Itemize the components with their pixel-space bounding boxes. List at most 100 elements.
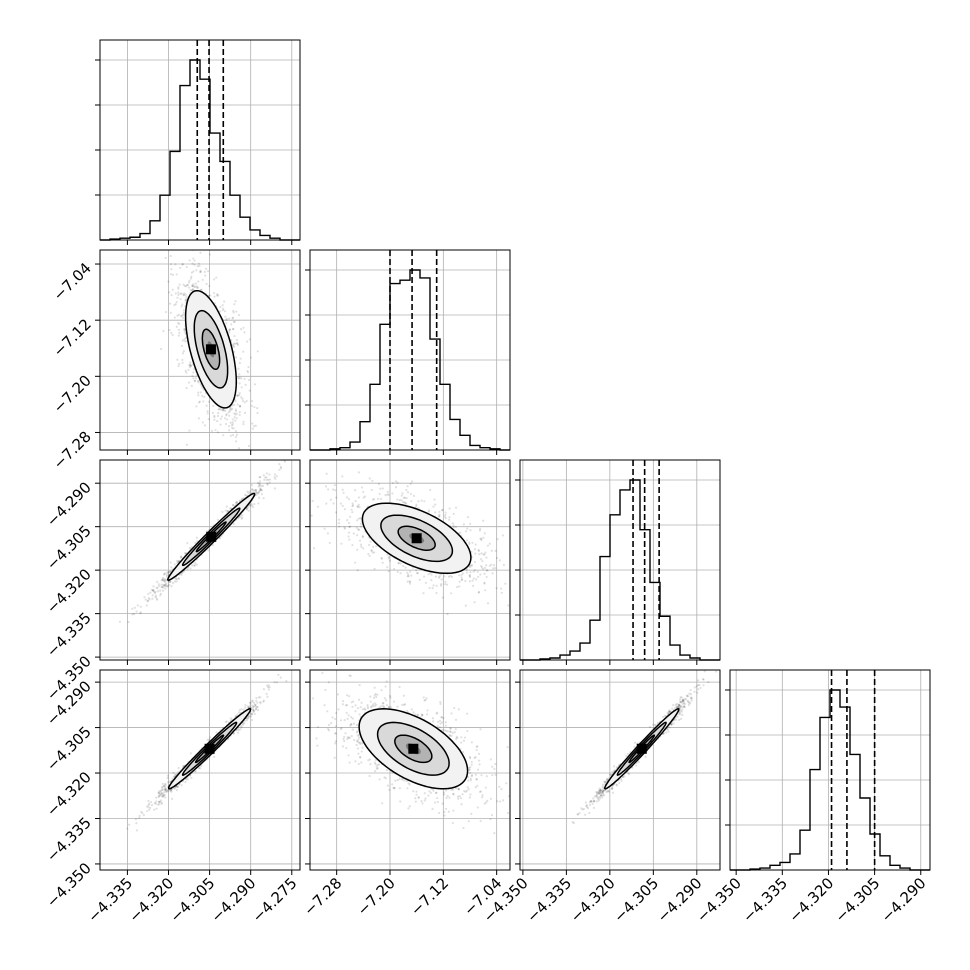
scatter-point xyxy=(237,313,241,317)
scatter-point xyxy=(394,486,398,489)
scatter-point xyxy=(164,580,167,584)
scatter-point xyxy=(162,329,165,333)
scatter-point xyxy=(250,399,254,403)
scatter-point xyxy=(440,578,443,581)
scatter-point xyxy=(447,810,450,813)
scatter-point xyxy=(162,793,165,796)
scatter-point xyxy=(357,738,360,741)
scatter-point xyxy=(572,821,575,825)
scatter-point xyxy=(479,790,483,793)
scatter-point xyxy=(633,745,636,748)
scatter-point xyxy=(163,584,166,588)
hist-bar xyxy=(570,651,580,660)
scatter-point xyxy=(211,543,214,547)
scatter-point xyxy=(444,789,448,792)
scatter-point xyxy=(361,486,364,489)
hist-bar xyxy=(400,280,410,450)
scatter-point xyxy=(412,494,416,497)
scatter-point xyxy=(480,566,484,569)
scatter-point xyxy=(193,285,196,288)
scatter-point xyxy=(202,400,205,403)
scatter-point xyxy=(147,806,150,809)
scatter-point xyxy=(184,298,187,301)
hist-bar xyxy=(880,856,890,870)
scatter-point xyxy=(157,796,160,799)
scatter-point xyxy=(193,285,197,289)
scatter-point xyxy=(486,799,489,802)
scatter-point xyxy=(157,800,161,803)
scatter-point xyxy=(399,562,402,565)
scatter-point xyxy=(184,340,187,343)
scatter-point xyxy=(173,303,176,307)
scatter-point xyxy=(483,802,486,805)
scatter-point xyxy=(446,613,449,616)
scatter-point xyxy=(231,423,234,426)
scatter-point xyxy=(177,291,180,294)
scatter-point xyxy=(223,408,226,411)
scatter-point xyxy=(483,582,486,585)
scatter-point xyxy=(385,704,389,707)
scatter-point xyxy=(387,555,391,559)
scatter-point xyxy=(250,502,253,505)
scatter-point xyxy=(234,342,237,345)
scatter-point xyxy=(386,490,390,493)
scatter-point xyxy=(171,777,174,780)
scatter-point xyxy=(193,263,196,266)
scatter-point xyxy=(278,468,281,471)
scatter-point xyxy=(180,344,184,347)
scatter-point xyxy=(387,557,390,560)
scatter-point xyxy=(192,564,196,567)
scatter-point xyxy=(151,594,154,597)
scatter-point xyxy=(166,781,170,784)
scatter-point xyxy=(196,379,200,383)
histogram-outline xyxy=(520,479,720,661)
scatter-point xyxy=(370,705,373,708)
scatter-point xyxy=(362,490,365,494)
scatter-point xyxy=(388,694,392,698)
scatter-point xyxy=(343,526,346,529)
scatter-point xyxy=(368,758,371,761)
scatter-point xyxy=(157,791,160,795)
scatter-point xyxy=(415,793,418,796)
scatter-point xyxy=(175,300,178,304)
scatter-point xyxy=(485,556,488,559)
scatter-point xyxy=(344,732,347,735)
scatter-point xyxy=(257,708,260,712)
scatter-point xyxy=(695,685,698,688)
scatter-point xyxy=(454,728,457,731)
scatter-point xyxy=(160,792,163,795)
scatter-point xyxy=(480,774,483,777)
scatter-point xyxy=(237,517,240,520)
scatter-point xyxy=(223,310,227,313)
scatter-point xyxy=(163,788,166,791)
scatter-point xyxy=(252,506,255,509)
scatter-point xyxy=(361,746,364,749)
scatter-point xyxy=(432,584,435,587)
scatter-point xyxy=(215,294,219,297)
scatter-point xyxy=(405,488,408,492)
scatter-point xyxy=(441,508,444,512)
scatter-point xyxy=(234,714,237,717)
hist-bar xyxy=(580,643,590,660)
scatter-point xyxy=(170,788,173,791)
scatter-point xyxy=(252,489,255,492)
scatter-point xyxy=(490,563,493,566)
scatter-point xyxy=(406,709,409,712)
scatter-point xyxy=(408,580,411,583)
contour-line-3 xyxy=(184,289,238,409)
scatter-point xyxy=(436,720,440,724)
scatter-point xyxy=(357,752,360,755)
scatter-point xyxy=(168,580,172,584)
scatter-point xyxy=(585,805,588,808)
scatter-point xyxy=(403,779,406,782)
scatter-point xyxy=(484,589,487,592)
scatter-point xyxy=(180,292,183,295)
scatter-point xyxy=(175,325,178,328)
scatter-point xyxy=(443,515,447,518)
scatter-point xyxy=(164,783,167,786)
scatter-point xyxy=(441,508,444,512)
hist-bar xyxy=(850,754,860,870)
scatter-point xyxy=(438,575,441,578)
scatter-point xyxy=(350,508,353,511)
